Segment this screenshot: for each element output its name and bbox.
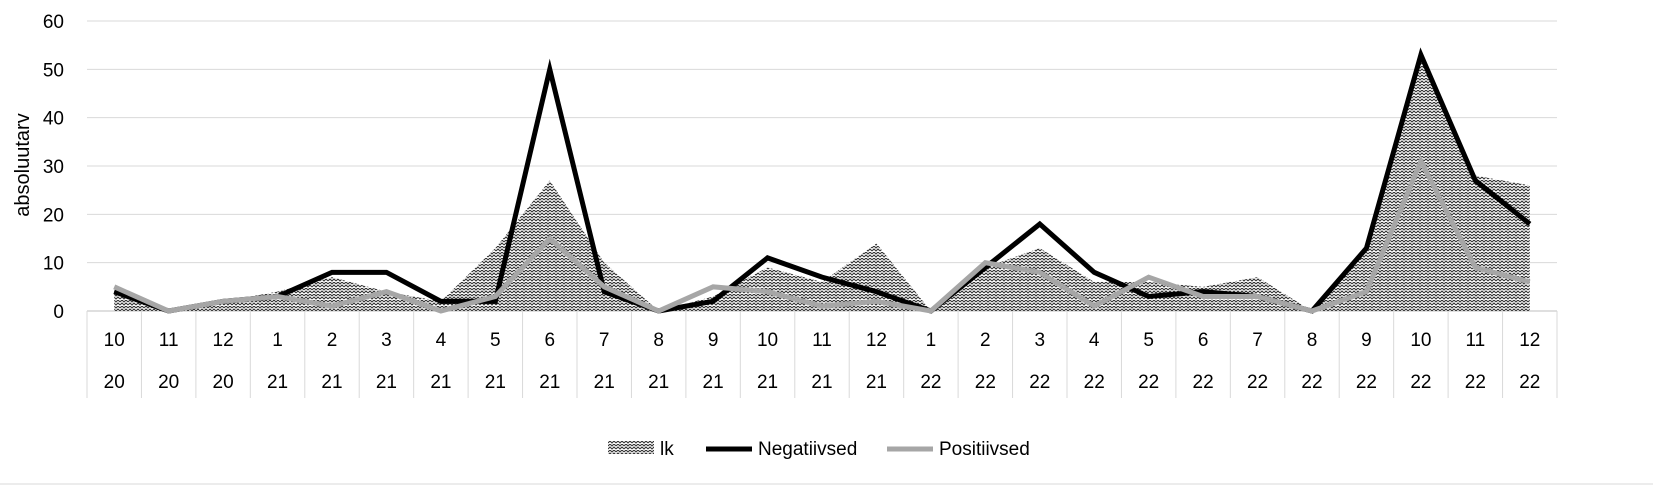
x-tick-month: 11 [1465,330,1485,351]
legend-label: Negatiivsed [758,439,857,460]
series-line-positiivsed [113,155,1531,314]
x-tick-year: 21 [430,372,451,393]
x-tick-year: 22 [1193,372,1214,393]
x-tick-month: 3 [381,330,392,351]
x-tick-month: 9 [708,330,719,351]
legend-label: Positiivsed [939,439,1030,460]
legend-label: lk [660,439,674,460]
x-tick-month: 6 [1198,330,1209,351]
x-tick-month: 12 [1519,330,1540,351]
series-area-lk [114,59,1530,311]
x-tick-year: 22 [1029,372,1050,393]
x-tick-year: 22 [1410,372,1431,393]
x-tick-month: 10 [104,330,125,351]
x-tick-year: 22 [1247,372,1268,393]
x-tick-month: 2 [980,330,991,351]
y-tick-label: 10 [43,254,64,275]
x-tick-year: 21 [811,372,832,393]
x-tick-month: 2 [327,330,338,351]
x-tick-month: 8 [1307,330,1318,351]
x-tick-month: 7 [599,330,610,351]
x-tick-year: 22 [1138,372,1159,393]
x-tick-year: 22 [1084,372,1105,393]
x-tick-month: 3 [1034,330,1045,351]
x-tick-year: 21 [321,372,342,393]
x-tick-year: 22 [1356,372,1377,393]
x-tick-month: 5 [490,330,501,351]
x-tick-month: 7 [1252,330,1263,351]
x-tick-year: 21 [703,372,724,393]
x-tick-month: 4 [436,330,447,351]
legend-swatch [608,441,654,454]
x-tick-year: 22 [1301,372,1322,393]
x-tick-year: 21 [376,372,397,393]
legend-item-lk: lk [608,439,674,460]
legend: lk Negatiivsed Positiivsed [608,439,1030,460]
x-tick-month: 10 [757,330,778,351]
y-tick-label: 40 [43,109,64,130]
x-tick-month: 11 [812,330,832,351]
x-tick-year: 20 [158,372,179,393]
x-tick-month: 8 [653,330,664,351]
y-axis-ticks: 0 10 20 30 40 50 60 [43,12,64,323]
x-tick-year: 22 [1519,372,1540,393]
x-tick-month: 1 [272,330,283,351]
series-line-negatiivsed [113,47,1532,314]
x-tick-year: 22 [1465,372,1486,393]
gridlines [87,20,1557,312]
x-tick-year: 21 [267,372,288,393]
x-tick-year: 21 [539,372,560,393]
x-tick-month: 9 [1361,330,1372,351]
y-axis-title: absoluutarv [12,113,34,216]
x-tick-year: 21 [648,372,669,393]
x-tick-year: 21 [594,372,615,393]
x-tick-month: 10 [1410,330,1431,351]
x-tick-month: 5 [1143,330,1154,351]
legend-item-positiivsed: Positiivsed [887,439,1030,460]
y-tick-label: 30 [43,157,64,178]
x-tick-month: 6 [544,330,555,351]
x-axis-table: 1020112012201212213214215216217218219211… [86,311,1558,398]
x-tick-month: 12 [866,330,887,351]
x-tick-year: 22 [975,372,996,393]
x-tick-year: 21 [866,372,887,393]
x-tick-year: 20 [213,372,234,393]
x-tick-month: 4 [1089,330,1100,351]
y-tick-label: 50 [43,60,64,81]
x-tick-year: 21 [757,372,778,393]
x-tick-month: 1 [926,330,937,351]
y-tick-label: 20 [43,205,64,226]
x-tick-year: 21 [485,372,506,393]
y-tick-label: 0 [53,302,64,323]
x-tick-year: 20 [104,372,125,393]
x-tick-month: 12 [213,330,234,351]
area-series [114,59,1530,311]
line-series [113,47,1532,314]
x-tick-year: 22 [920,372,941,393]
x-tick-month: 11 [159,330,179,351]
y-tick-label: 60 [43,12,64,33]
legend-item-negatiivsed: Negatiivsed [706,439,857,460]
